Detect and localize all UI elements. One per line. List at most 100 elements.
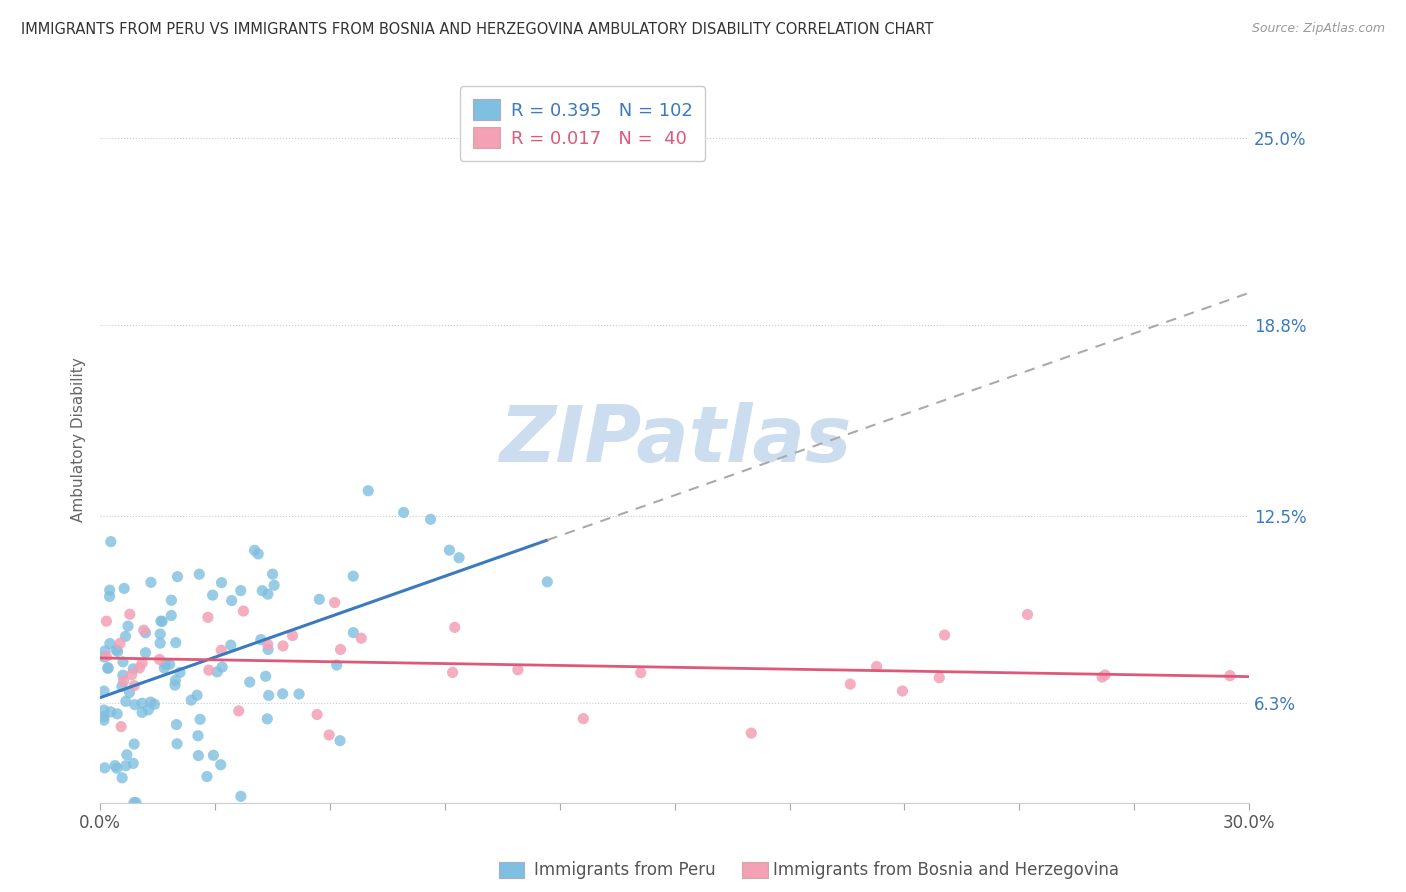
Point <box>112 673 135 688</box>
Text: Immigrants from Peru: Immigrants from Peru <box>534 861 716 879</box>
Point <box>125 796 148 810</box>
Point <box>205 665 228 679</box>
Point <box>96 614 118 628</box>
Point <box>139 695 162 709</box>
Point <box>93 761 115 775</box>
Point <box>243 543 266 558</box>
Point <box>506 663 529 677</box>
Point <box>254 669 277 683</box>
Point <box>839 677 862 691</box>
Point <box>122 679 145 693</box>
Point <box>262 567 284 582</box>
Point <box>342 569 364 583</box>
Point <box>159 657 181 672</box>
Point <box>263 578 285 592</box>
Point <box>325 658 347 673</box>
Point <box>329 642 352 657</box>
Point <box>257 642 280 657</box>
Y-axis label: Ambulatory Disability: Ambulatory Disability <box>72 358 86 523</box>
Point <box>229 789 252 804</box>
Text: Immigrants from Bosnia and Herzegovina: Immigrants from Bosnia and Herzegovina <box>773 861 1119 879</box>
Point <box>132 623 155 637</box>
Point <box>239 675 262 690</box>
Point <box>1219 669 1241 683</box>
Point <box>166 717 188 731</box>
Point <box>392 505 415 519</box>
Point <box>323 596 346 610</box>
Text: IMMIGRANTS FROM PERU VS IMMIGRANTS FROM BOSNIA AND HERZEGOVINA AMBULATORY DISABI: IMMIGRANTS FROM PERU VS IMMIGRANTS FROM … <box>21 22 934 37</box>
Point <box>187 729 209 743</box>
Point <box>1017 607 1039 622</box>
Point <box>250 632 273 647</box>
Point <box>97 661 120 675</box>
Point <box>96 649 118 664</box>
Point <box>229 583 252 598</box>
Point <box>209 757 232 772</box>
Point <box>139 575 162 590</box>
Point <box>118 685 141 699</box>
Point <box>93 650 115 665</box>
Point <box>93 703 115 717</box>
Point <box>114 629 136 643</box>
Point <box>110 720 132 734</box>
Point <box>149 627 172 641</box>
Point <box>201 588 224 602</box>
Point <box>93 684 115 698</box>
Point <box>122 756 145 771</box>
Point <box>449 550 471 565</box>
Point <box>149 614 172 628</box>
Point <box>97 660 120 674</box>
Point <box>443 620 465 634</box>
Point <box>228 704 250 718</box>
Point <box>536 574 558 589</box>
Point <box>256 638 278 652</box>
Point <box>281 629 304 643</box>
Point <box>155 657 177 672</box>
Point <box>197 610 219 624</box>
Point <box>288 687 311 701</box>
Point <box>93 713 115 727</box>
Point <box>247 547 270 561</box>
Point <box>148 652 170 666</box>
Point <box>122 662 145 676</box>
Point <box>153 661 176 675</box>
Point <box>419 512 441 526</box>
Point <box>160 608 183 623</box>
Point <box>134 646 156 660</box>
Point <box>219 638 242 652</box>
Point <box>105 761 128 775</box>
Point <box>271 639 294 653</box>
Point <box>105 706 128 721</box>
Text: ZIPatlas: ZIPatlas <box>499 402 851 478</box>
Point <box>163 678 186 692</box>
Point <box>572 712 595 726</box>
Point <box>865 659 887 673</box>
Point <box>122 737 145 751</box>
Point <box>122 796 145 810</box>
Point <box>257 689 280 703</box>
Point <box>357 483 380 498</box>
Point <box>131 656 153 670</box>
Point <box>257 587 280 601</box>
Point <box>318 728 340 742</box>
Point <box>209 643 232 657</box>
Point <box>100 705 122 719</box>
Point <box>256 712 278 726</box>
Point <box>121 667 143 681</box>
Point <box>630 665 652 680</box>
Point <box>211 575 233 590</box>
Point <box>117 619 139 633</box>
Point <box>128 661 150 675</box>
Point <box>928 671 950 685</box>
Point <box>166 569 188 583</box>
Point <box>98 636 121 650</box>
Point <box>150 615 173 629</box>
Point <box>221 593 243 607</box>
Point <box>1094 668 1116 682</box>
Point <box>1091 670 1114 684</box>
Point <box>342 625 364 640</box>
Point <box>100 534 122 549</box>
Point <box>202 748 225 763</box>
Point <box>93 709 115 723</box>
Point <box>186 688 208 702</box>
